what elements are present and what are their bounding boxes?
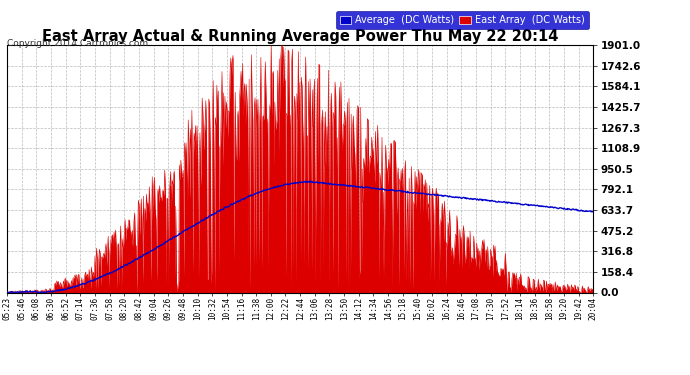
Legend: Average  (DC Watts), East Array  (DC Watts): Average (DC Watts), East Array (DC Watts… [336, 12, 589, 29]
Text: Copyright 2014 Cartronics.com: Copyright 2014 Cartronics.com [7, 39, 148, 48]
Title: East Array Actual & Running Average Power Thu May 22 20:14: East Array Actual & Running Average Powe… [42, 29, 558, 44]
